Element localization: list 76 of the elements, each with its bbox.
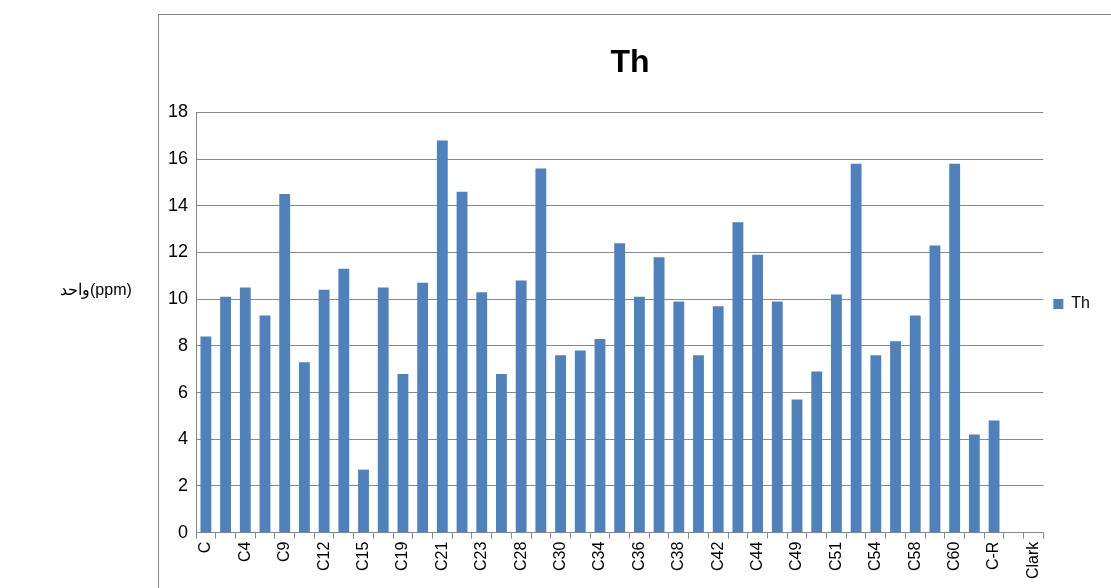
bar	[358, 469, 369, 533]
bar	[298, 362, 310, 533]
chart-title: Th	[610, 43, 650, 80]
bar	[929, 245, 941, 533]
bar	[220, 296, 231, 533]
y-tick-label: 4	[178, 428, 189, 449]
bar	[909, 315, 921, 533]
bar	[673, 301, 685, 533]
bar	[712, 306, 724, 533]
x-tick-label: C19	[393, 541, 411, 572]
y-axis-title: واحد(ppm)	[60, 280, 132, 299]
bar	[771, 301, 783, 533]
bar	[752, 254, 764, 533]
bar	[791, 399, 803, 533]
x-tick-label: C44	[748, 541, 766, 572]
x-tick-label: C15	[353, 541, 371, 572]
x-tick-label: C23	[472, 541, 490, 572]
y-tick-label: 2	[178, 474, 189, 495]
bar	[574, 350, 586, 533]
x-tick-label: C30	[550, 541, 568, 572]
bar	[318, 289, 330, 533]
bar	[890, 341, 901, 533]
x-tick-label: C9	[275, 541, 293, 563]
x-tick-label: C4	[235, 541, 253, 563]
x-tick-label: C21	[432, 541, 450, 572]
x-tick-label: Clark	[1023, 540, 1041, 580]
x-tick-label: C	[196, 541, 214, 554]
bar	[476, 292, 488, 533]
bar	[633, 296, 645, 533]
bar	[850, 163, 862, 533]
x-tick-label: C-R	[984, 541, 1002, 571]
x-tick-label: C51	[826, 541, 844, 572]
bar	[949, 163, 961, 533]
bar	[988, 420, 1000, 533]
bar	[239, 287, 251, 533]
bar	[515, 280, 527, 533]
bar	[555, 355, 566, 533]
bar	[377, 287, 389, 533]
bar	[279, 194, 291, 533]
x-tick-label: C49	[787, 541, 805, 572]
x-tick-label: C60	[945, 541, 963, 572]
y-tick-label: 18	[167, 101, 189, 122]
bar	[693, 355, 704, 533]
bar	[200, 336, 212, 533]
bar	[811, 371, 823, 533]
y-tick-label: 16	[167, 148, 189, 169]
bar	[594, 338, 606, 533]
bar	[535, 168, 547, 533]
x-tick-label: C58	[905, 541, 923, 572]
bar	[831, 294, 842, 533]
bar	[436, 140, 448, 533]
bar	[653, 257, 665, 533]
bar	[732, 222, 744, 533]
bar	[397, 373, 409, 533]
x-tick-label: C42	[708, 541, 726, 572]
x-tick-label: C38	[669, 541, 687, 572]
y-tick-label: 12	[167, 241, 189, 262]
bar	[496, 373, 507, 533]
x-tick-label: C54	[866, 541, 884, 572]
y-tick-label: 10	[167, 288, 189, 309]
x-tick-label: C12	[314, 541, 332, 572]
x-tick-label: C36	[629, 541, 647, 572]
x-tick-label: C28	[511, 541, 529, 572]
legend-label: Th	[1071, 294, 1090, 312]
x-tick-label: C34	[590, 541, 608, 572]
y-tick-label: 6	[178, 381, 189, 402]
y-tick-label: 8	[178, 334, 189, 355]
y-tick-label: 0	[178, 521, 189, 542]
bar	[338, 268, 350, 533]
bar	[456, 191, 468, 533]
bar	[968, 434, 980, 533]
y-tick-label: 14	[167, 194, 189, 215]
bar	[870, 355, 882, 533]
bar	[259, 315, 271, 533]
bar	[614, 243, 626, 533]
bar	[417, 282, 429, 533]
